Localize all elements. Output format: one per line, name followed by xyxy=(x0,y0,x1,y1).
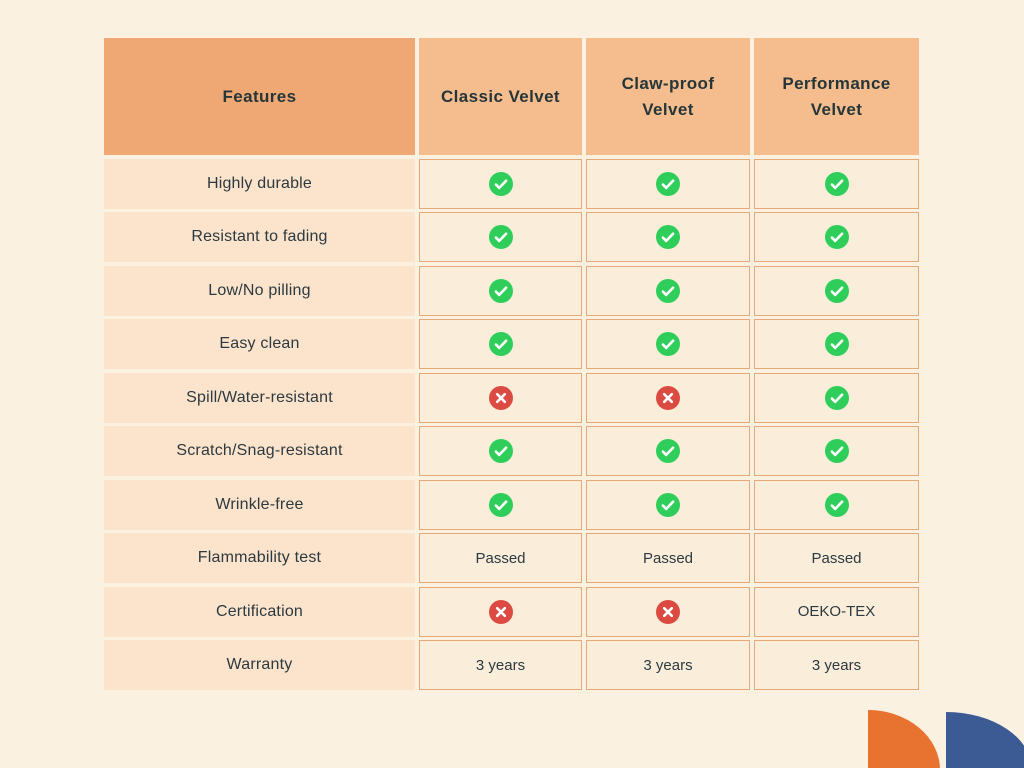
value-cell xyxy=(419,372,582,423)
value-cell: OEKO-TEX xyxy=(754,586,919,637)
feature-label: Highly durable xyxy=(104,158,415,209)
feature-label: Scratch/Snag-resistant xyxy=(104,426,415,476)
feature-label: Resistant to fading xyxy=(104,212,415,262)
check-icon xyxy=(824,492,849,517)
value-text: Passed xyxy=(811,549,862,567)
value-cell xyxy=(586,158,750,209)
value-cell: 3 years xyxy=(754,640,919,690)
value-cell xyxy=(586,479,750,530)
value-cell xyxy=(419,319,582,369)
feature-label: Warranty xyxy=(104,640,415,690)
value-cell xyxy=(754,426,919,476)
value-cell xyxy=(586,586,750,637)
check-icon xyxy=(824,439,849,463)
check-icon xyxy=(824,332,849,356)
check-icon xyxy=(824,278,849,303)
value-cell: 3 years xyxy=(419,640,582,690)
value-cell xyxy=(419,265,582,316)
value-cell xyxy=(586,265,750,316)
comparison-table: Features Classic Velvet Claw-proof Velve… xyxy=(104,38,920,690)
check-icon xyxy=(656,278,680,303)
value-cell: 3 years xyxy=(586,640,750,690)
check-icon xyxy=(824,385,849,410)
decorative-quarter-circle-orange xyxy=(868,710,940,768)
value-cell xyxy=(754,479,919,530)
value-text: 3 years xyxy=(643,656,693,674)
features-column-header: Features xyxy=(104,38,415,155)
value-cell xyxy=(419,212,582,262)
value-cell xyxy=(754,158,919,209)
value-cell: Passed xyxy=(754,533,919,583)
value-cell xyxy=(586,426,750,476)
feature-label: Wrinkle-free xyxy=(104,479,415,530)
value-cell xyxy=(419,426,582,476)
check-icon xyxy=(824,171,849,196)
value-text: Passed xyxy=(642,549,694,567)
value-cell xyxy=(754,265,919,316)
value-text: 3 years xyxy=(475,656,526,674)
check-icon xyxy=(656,492,680,517)
check-icon xyxy=(656,171,680,196)
feature-label: Easy clean xyxy=(104,319,415,369)
value-cell xyxy=(754,319,919,369)
value-text: Passed xyxy=(475,549,526,567)
value-cell xyxy=(586,212,750,262)
check-icon xyxy=(824,225,849,249)
value-cell xyxy=(754,372,919,423)
decorative-quarter-circle-blue xyxy=(946,712,1024,768)
feature-label: Low/No pilling xyxy=(104,265,415,316)
feature-label: Flammability test xyxy=(104,533,415,583)
check-icon xyxy=(488,492,513,517)
check-icon xyxy=(488,332,513,356)
value-cell xyxy=(419,586,582,637)
check-icon xyxy=(488,278,513,303)
value-cell xyxy=(586,372,750,423)
feature-label: Spill/Water-resistant xyxy=(104,372,415,423)
column-header-performance-velvet: Performance Velvet xyxy=(754,38,919,155)
column-header-claw-proof-velvet: Claw-proof Velvet xyxy=(586,38,750,155)
value-cell: Passed xyxy=(586,533,750,583)
value-cell xyxy=(754,212,919,262)
value-cell xyxy=(586,319,750,369)
value-cell xyxy=(419,479,582,530)
check-icon xyxy=(656,225,680,249)
column-header-classic-velvet: Classic Velvet xyxy=(419,38,582,155)
feature-label: Certification xyxy=(104,586,415,637)
check-icon xyxy=(488,225,513,249)
check-icon xyxy=(656,332,680,356)
check-icon xyxy=(488,439,513,463)
check-icon xyxy=(656,439,680,463)
value-cell: Passed xyxy=(419,533,582,583)
cross-icon xyxy=(488,599,513,624)
value-text: OEKO-TEX xyxy=(797,603,876,620)
value-text: 3 years xyxy=(811,656,862,674)
check-icon xyxy=(488,171,513,196)
cross-icon xyxy=(656,385,680,410)
cross-icon xyxy=(488,385,513,410)
cross-icon xyxy=(656,599,680,624)
value-cell xyxy=(419,158,582,209)
